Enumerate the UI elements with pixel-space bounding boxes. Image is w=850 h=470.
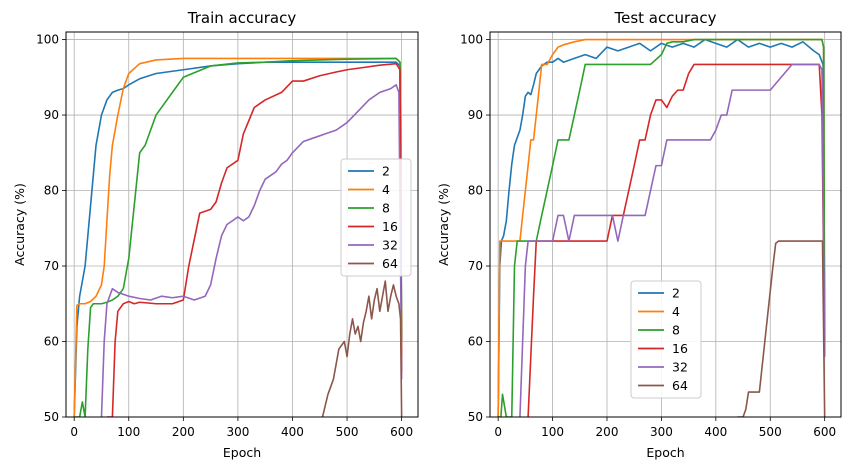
x-tick-label: 0 xyxy=(70,425,78,439)
y-axis-label: Accuracy (%) xyxy=(436,183,451,266)
axes-frame xyxy=(489,31,842,418)
legend-label: 4 xyxy=(382,182,390,197)
x-tick-label: 0 xyxy=(494,425,502,439)
y-tick-label: 100 xyxy=(460,33,483,47)
chart-panel-1: 0 100 200 300 400 500 600 50 60 70 80 90 100 Train ac… xyxy=(12,9,419,460)
legend-label: 8 xyxy=(382,201,390,216)
legend-label: 2 xyxy=(672,286,680,301)
y-tick-label: 80 xyxy=(468,184,483,198)
series-group xyxy=(497,38,826,417)
y-tick-label: 70 xyxy=(468,259,483,273)
legend-label: 32 xyxy=(672,360,688,375)
legend-label: 2 xyxy=(382,164,390,179)
legend-label: 4 xyxy=(672,304,680,319)
legend-label: 64 xyxy=(672,378,688,393)
legend-label: 16 xyxy=(382,219,398,234)
chart-title: Train accuracy xyxy=(187,9,297,27)
x-axis-label: Epoch xyxy=(646,445,684,460)
series-line-16 xyxy=(106,62,403,417)
legend: 2 4 8 16 32 64 xyxy=(340,158,412,277)
legend-box xyxy=(340,158,412,277)
x-tick-label: 100 xyxy=(117,425,140,439)
y-tick-label: 90 xyxy=(44,108,59,122)
x-tick-label: 400 xyxy=(704,425,727,439)
x-tick-label: 200 xyxy=(596,425,619,439)
x-tick-label: 300 xyxy=(650,425,673,439)
y-tick-label: 60 xyxy=(44,335,59,349)
series-line-2 xyxy=(73,61,403,417)
legend-label: 16 xyxy=(672,341,688,356)
y-tick-label: 90 xyxy=(468,108,483,122)
legend-box xyxy=(630,280,702,399)
chart-panel-2: 0 100 200 300 400 500 600 50 60 70 80 90 100 Test acc… xyxy=(436,9,842,460)
series-line-8 xyxy=(74,57,403,417)
x-tick-label: 500 xyxy=(336,425,359,439)
series-line-64 xyxy=(737,240,826,417)
y-tick-label: 70 xyxy=(44,259,59,273)
x-tick-label: 600 xyxy=(813,425,836,439)
series-line-32 xyxy=(519,63,826,417)
x-tick-label: 300 xyxy=(226,425,249,439)
legend: 2 4 8 16 32 64 xyxy=(630,280,702,399)
x-tick-label: 200 xyxy=(172,425,195,439)
y-tick-label: 50 xyxy=(468,410,483,424)
legend-label: 8 xyxy=(672,323,680,338)
x-tick-label: 500 xyxy=(759,425,782,439)
series-group xyxy=(73,57,403,417)
x-axis-label: Epoch xyxy=(223,445,261,460)
y-axis-label: Accuracy (%) xyxy=(12,183,27,266)
series-line-32 xyxy=(100,84,403,417)
y-tick-label: 50 xyxy=(44,410,59,424)
axes-frame xyxy=(65,31,419,418)
y-tick-label: 80 xyxy=(44,184,59,198)
legend-label: 32 xyxy=(382,238,398,253)
series-line-16 xyxy=(527,63,826,417)
chart-title: Test accuracy xyxy=(614,9,717,27)
series-line-2 xyxy=(497,38,826,417)
x-tick-label: 100 xyxy=(541,425,564,439)
y-tick-label: 100 xyxy=(36,33,59,47)
y-tick-label: 60 xyxy=(468,335,483,349)
x-tick-label: 400 xyxy=(281,425,304,439)
legend-label: 64 xyxy=(382,256,398,271)
series-line-64 xyxy=(321,280,403,417)
x-tick-label: 600 xyxy=(390,425,413,439)
series-line-4 xyxy=(73,57,403,417)
